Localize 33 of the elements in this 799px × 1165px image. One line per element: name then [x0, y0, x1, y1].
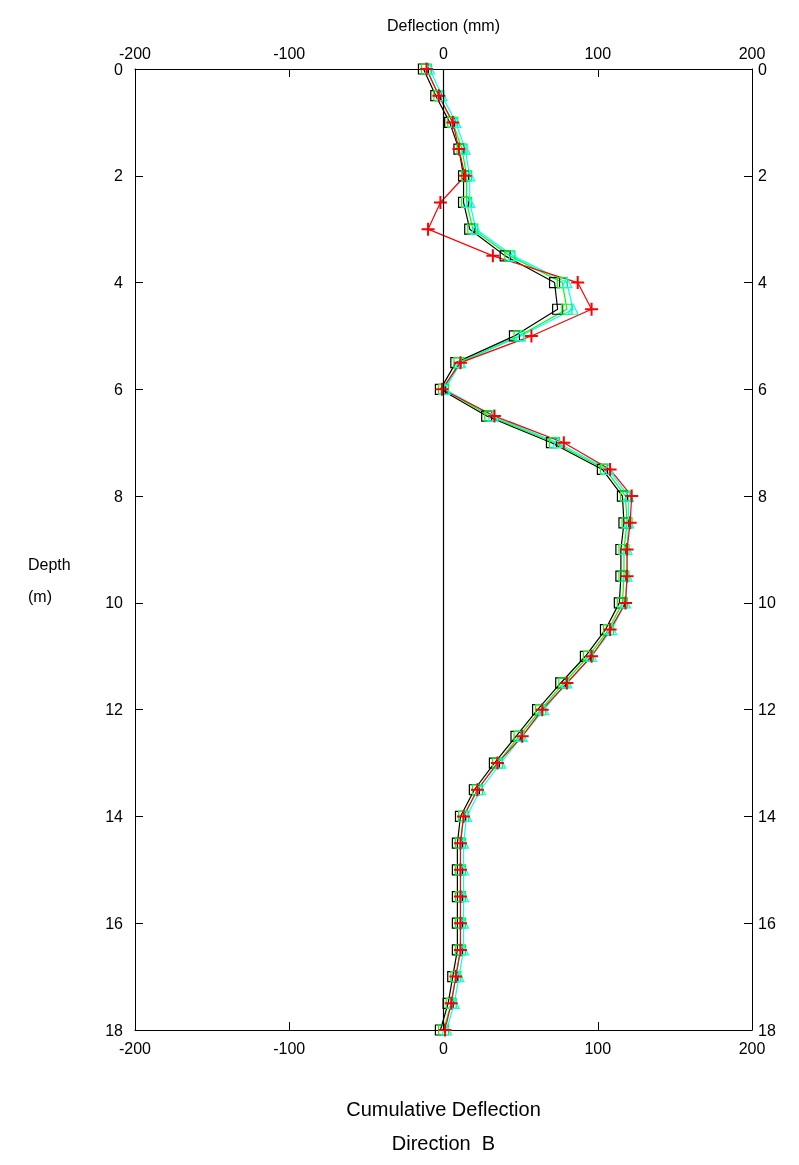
y-tick-label: 6 — [114, 380, 124, 398]
y-tick-label: 4 — [114, 274, 124, 292]
y2-tick-label: 12 — [758, 701, 776, 719]
x2-axis-title: Deflection (mm) — [387, 16, 500, 34]
y-axis-title: Depth (m) — [28, 555, 71, 605]
y-tick-label: 18 — [105, 1021, 124, 1039]
y-tick-label: 8 — [114, 487, 124, 505]
x-tick-label: 200 — [738, 44, 766, 62]
x2-tick-label: 0 — [439, 1039, 449, 1057]
y2-tick-label: 6 — [758, 380, 767, 398]
y2-tick-label: 14 — [758, 807, 776, 825]
x-tick-label: 0 — [439, 44, 449, 62]
y2-tick-label: 18 — [758, 1021, 776, 1039]
y2-tick-label: 8 — [758, 487, 767, 505]
x-tick-label: 100 — [584, 44, 612, 62]
y2-tick-label: 4 — [758, 274, 767, 292]
x-tick-label: -200 — [118, 44, 152, 62]
y-tick-label: 16 — [105, 914, 124, 932]
x-tick-label: -100 — [273, 44, 306, 62]
x-axis-title: Cumulative Deflection Direction B — [346, 1098, 541, 1154]
y-tick-label: 14 — [105, 807, 124, 825]
y2-tick-label: 10 — [758, 594, 776, 612]
y-tick-label: 0 — [114, 60, 124, 78]
x2-tick-label: -100 — [273, 1039, 306, 1057]
x2-tick-label: 100 — [584, 1039, 612, 1057]
x2-tick-label: 200 — [738, 1039, 766, 1057]
x2-tick-label: -200 — [118, 1039, 152, 1057]
y-tick-label: 12 — [105, 701, 124, 719]
y2-tick-label: 2 — [758, 167, 767, 185]
y2-tick-label: 16 — [758, 914, 776, 932]
y-tick-label: 2 — [114, 167, 124, 185]
y2-tick-label: 0 — [758, 60, 767, 78]
y-tick-label: 10 — [105, 594, 124, 612]
